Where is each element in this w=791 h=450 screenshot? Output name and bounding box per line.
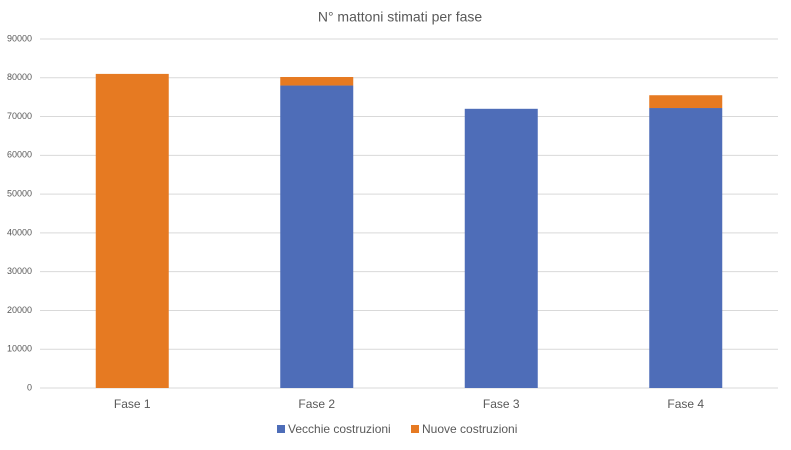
bar-segment [280, 77, 354, 86]
y-tick-label: 10000 [7, 344, 32, 354]
x-tick-label: Fase 4 [667, 397, 704, 411]
x-tick-label: Fase 1 [114, 397, 151, 411]
y-tick-label: 30000 [7, 266, 32, 276]
bar-segment [649, 95, 723, 109]
y-tick-label: 50000 [7, 188, 32, 198]
y-tick-label: 60000 [7, 150, 32, 160]
y-tick-label: 80000 [7, 72, 32, 82]
legend-swatch [411, 425, 419, 433]
bar-segment [95, 73, 169, 389]
legend-label: Vecchie costruzioni [288, 422, 391, 436]
y-tick-label: 70000 [7, 111, 32, 121]
chart-title: N° mattoni stimati per fase [318, 9, 483, 25]
y-tick-label: 90000 [7, 33, 32, 43]
legend-swatch [277, 425, 285, 433]
bar-segment [280, 85, 354, 389]
bar-segment [649, 108, 723, 388]
bar-segment [464, 108, 538, 389]
y-tick-label: 20000 [7, 305, 32, 315]
y-tick-label: 0 [27, 382, 32, 392]
legend-label: Nuove costruzioni [422, 422, 517, 436]
x-tick-label: Fase 3 [483, 397, 520, 411]
y-tick-label: 40000 [7, 227, 32, 237]
x-tick-label: Fase 2 [298, 397, 335, 411]
